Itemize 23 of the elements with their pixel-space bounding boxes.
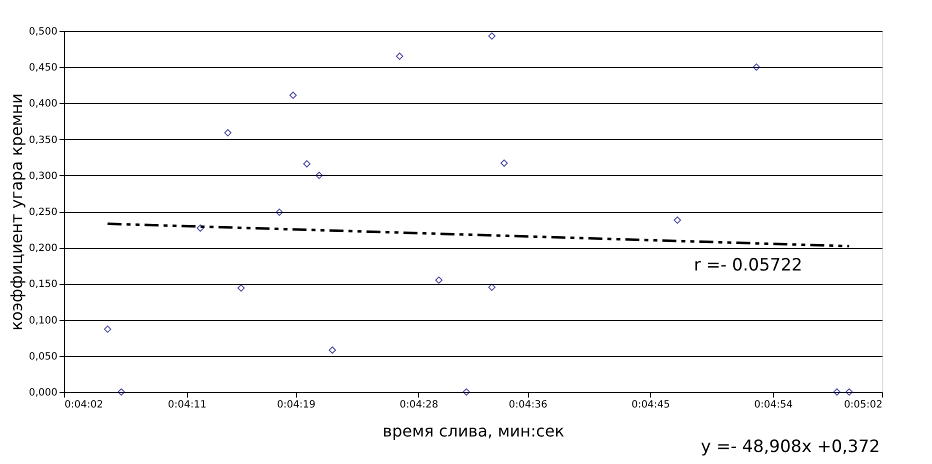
text: y =- 48,908x +0,372 — [700, 437, 880, 457]
y-tick-label: 0,300 — [28, 170, 58, 182]
y-tick-label: 0,150 — [28, 279, 58, 290]
y-tick-label: 0,400 — [28, 98, 58, 110]
y-tick-label: 0,200 — [28, 243, 58, 254]
x-tick-label: 0:04:36 — [508, 400, 548, 410]
x-axis-title: время слива, мин:сек — [382, 422, 565, 440]
y-tick-label: 0,250 — [28, 207, 58, 218]
x-tick-label: 0:04:19 — [276, 400, 316, 410]
y-tick-label: 0,350 — [28, 134, 58, 146]
x-tick-label: 0:04:11 — [168, 400, 206, 410]
x-tick-label: 0:04:45 — [631, 400, 670, 410]
x-tick-label: 0:04:02 — [64, 400, 104, 410]
y-tick-label: 0,000 — [28, 388, 58, 398]
y-tick-label: 0,450 — [28, 62, 58, 74]
x-tick-label: 0:04:28 — [400, 400, 438, 410]
y-tick-label: 0,500 — [28, 26, 58, 38]
x-tick-label: 0:05:02 — [844, 400, 882, 410]
x-tick-label: 0:04:54 — [754, 400, 793, 410]
annotation: r =- 0.05722 — [694, 256, 802, 276]
y-axis-title: коэффициент угара кремни — [6, 93, 26, 331]
y-tick-label: 0,100 — [28, 315, 58, 326]
y-tick-label: 0,050 — [28, 351, 58, 362]
